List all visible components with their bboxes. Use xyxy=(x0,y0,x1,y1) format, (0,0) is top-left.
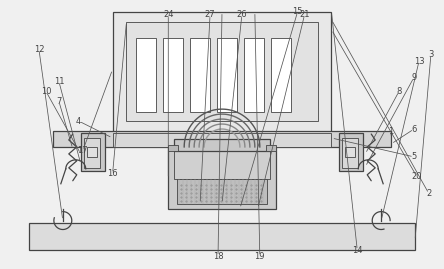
Text: 3: 3 xyxy=(428,50,434,59)
Text: 21: 21 xyxy=(299,10,310,19)
Bar xyxy=(113,12,331,139)
Text: 9: 9 xyxy=(412,73,416,82)
Text: 18: 18 xyxy=(213,252,223,261)
Bar xyxy=(190,37,210,112)
Bar xyxy=(29,222,415,250)
Text: 5: 5 xyxy=(412,152,416,161)
Bar xyxy=(174,151,270,179)
Text: 16: 16 xyxy=(107,169,118,178)
Bar xyxy=(345,147,355,157)
Bar xyxy=(168,145,178,151)
Text: 13: 13 xyxy=(414,57,424,66)
Text: 15: 15 xyxy=(292,7,303,16)
Bar xyxy=(163,37,183,112)
Text: 14: 14 xyxy=(352,246,363,255)
Bar xyxy=(271,37,291,112)
Bar xyxy=(244,37,264,112)
Text: 11: 11 xyxy=(54,77,64,86)
Text: 24: 24 xyxy=(163,10,174,19)
Text: 4: 4 xyxy=(76,116,81,126)
Text: 6: 6 xyxy=(411,125,416,133)
Text: 20: 20 xyxy=(412,172,422,181)
Text: 8: 8 xyxy=(396,87,402,96)
Bar xyxy=(84,138,99,168)
Text: 10: 10 xyxy=(41,87,51,96)
Bar xyxy=(266,145,276,151)
Bar xyxy=(127,22,317,121)
Bar xyxy=(81,133,105,171)
Text: 12: 12 xyxy=(34,45,44,54)
Text: 19: 19 xyxy=(254,252,265,261)
Bar xyxy=(177,179,267,204)
Bar xyxy=(217,37,237,112)
Bar xyxy=(53,131,391,147)
Bar xyxy=(113,133,331,147)
Text: 7: 7 xyxy=(56,97,62,106)
Text: 1: 1 xyxy=(388,126,394,136)
Bar xyxy=(342,138,358,168)
Bar xyxy=(87,147,97,157)
Bar xyxy=(136,37,156,112)
Text: 27: 27 xyxy=(205,10,215,19)
Bar xyxy=(168,147,276,209)
Text: 17: 17 xyxy=(77,146,88,155)
Text: 2: 2 xyxy=(426,189,432,198)
Bar xyxy=(339,133,363,171)
Text: 26: 26 xyxy=(237,10,247,19)
Bar xyxy=(174,139,270,151)
